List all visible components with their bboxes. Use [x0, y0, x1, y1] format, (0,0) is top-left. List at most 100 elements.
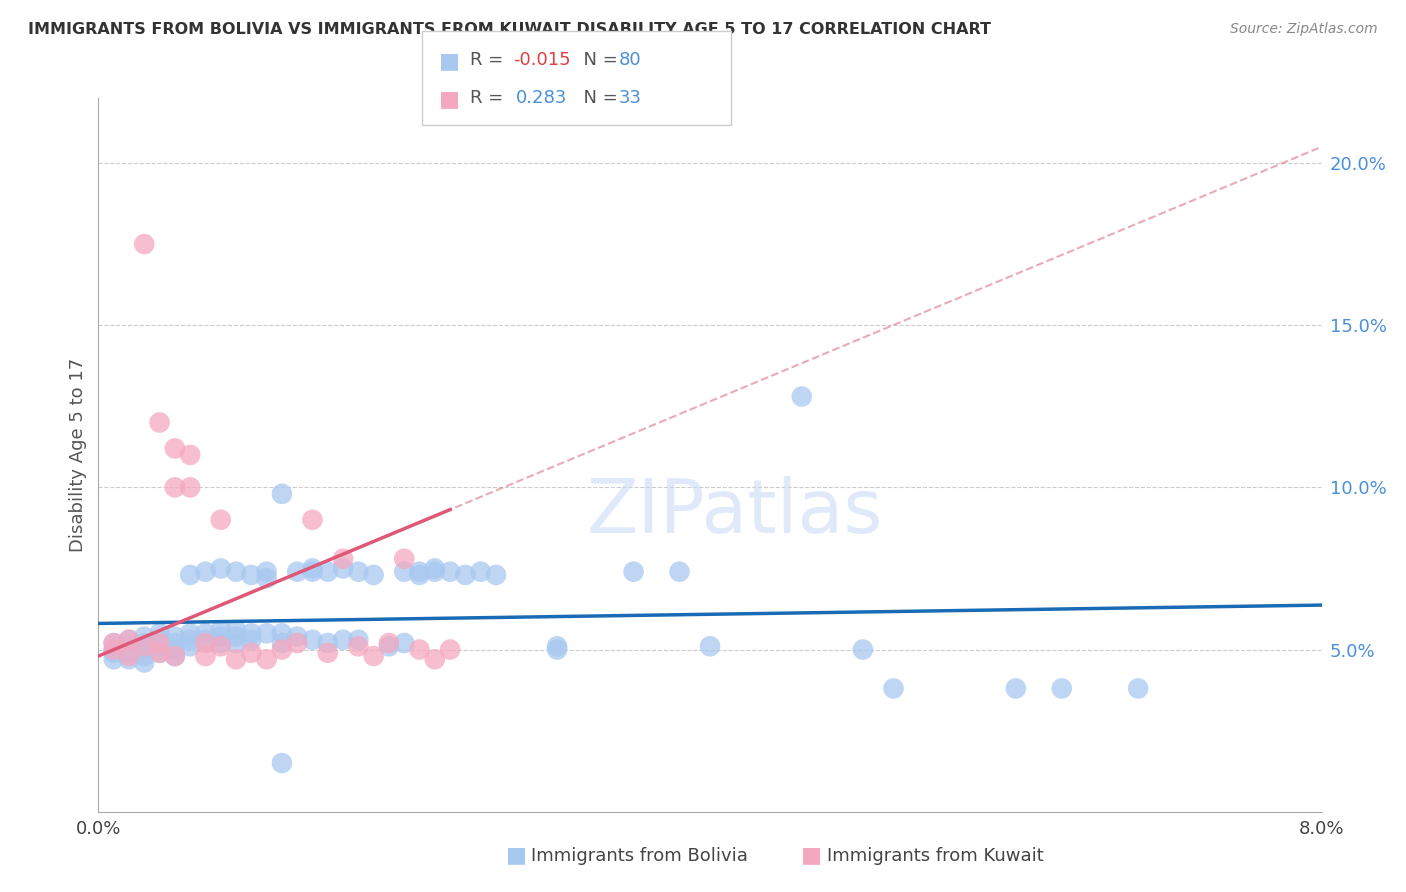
Point	[194, 636, 217, 650]
Point	[316, 636, 339, 650]
Point	[256, 565, 278, 579]
Point	[179, 626, 201, 640]
Point	[103, 646, 125, 660]
Point	[256, 626, 278, 640]
Point	[118, 652, 141, 666]
Point	[209, 513, 232, 527]
Point	[316, 565, 339, 579]
Point	[240, 632, 263, 647]
Text: -0.015: -0.015	[513, 51, 571, 69]
Text: R =: R =	[470, 89, 515, 107]
Point	[408, 642, 430, 657]
Text: ■: ■	[801, 846, 823, 865]
Point	[485, 568, 508, 582]
Point	[270, 487, 294, 501]
Point	[209, 640, 232, 654]
Point	[285, 636, 308, 650]
Point	[301, 513, 323, 527]
Point	[163, 648, 186, 663]
Point	[134, 636, 156, 650]
Point	[209, 636, 232, 650]
Point	[256, 571, 278, 585]
Point	[623, 565, 645, 579]
Text: N =: N =	[572, 89, 624, 107]
Point	[392, 565, 416, 579]
Point	[1128, 681, 1150, 696]
Point	[378, 640, 401, 654]
Point	[1050, 681, 1073, 696]
Point	[439, 642, 461, 657]
Point	[347, 565, 370, 579]
Point	[194, 648, 217, 663]
Point	[179, 480, 201, 494]
Point	[546, 642, 568, 657]
Point	[668, 565, 690, 579]
Point	[134, 656, 156, 670]
Point	[134, 237, 156, 252]
Point	[149, 416, 172, 430]
Text: ■: ■	[506, 846, 527, 865]
Point	[408, 568, 430, 582]
Point	[240, 568, 263, 582]
Point	[256, 652, 278, 666]
Text: Source: ZipAtlas.com: Source: ZipAtlas.com	[1230, 22, 1378, 37]
Text: 0.283: 0.283	[516, 89, 568, 107]
Point	[546, 640, 568, 654]
Point	[392, 551, 416, 566]
Point	[392, 636, 416, 650]
Point	[225, 636, 247, 650]
Point	[270, 626, 294, 640]
Point	[852, 642, 875, 657]
Text: Immigrants from Kuwait: Immigrants from Kuwait	[827, 847, 1043, 865]
Point	[103, 642, 125, 657]
Point	[163, 480, 186, 494]
Point	[163, 642, 186, 657]
Point	[301, 565, 323, 579]
Point	[470, 565, 492, 579]
Point	[103, 636, 125, 650]
Point	[790, 390, 813, 404]
Point	[301, 561, 323, 575]
Text: 33: 33	[619, 89, 641, 107]
Point	[225, 565, 247, 579]
Text: ■: ■	[439, 89, 460, 109]
Point	[270, 636, 294, 650]
Point	[118, 646, 141, 660]
Point	[423, 561, 446, 575]
Point	[179, 568, 201, 582]
Point	[209, 561, 232, 575]
Point	[285, 565, 308, 579]
Point	[408, 565, 430, 579]
Point	[225, 652, 247, 666]
Point	[149, 646, 172, 660]
Point	[378, 636, 401, 650]
Point	[347, 640, 370, 654]
Point	[194, 632, 217, 647]
Point	[194, 565, 217, 579]
Point	[285, 630, 308, 644]
Point	[103, 636, 125, 650]
Point	[149, 646, 172, 660]
Point	[134, 630, 156, 644]
Point	[209, 630, 232, 644]
Text: Immigrants from Bolivia: Immigrants from Bolivia	[531, 847, 748, 865]
Point	[118, 648, 141, 663]
Point	[149, 632, 172, 647]
Point	[883, 681, 905, 696]
Point	[103, 652, 125, 666]
Point	[149, 626, 172, 640]
Point	[363, 648, 385, 663]
Text: R =: R =	[470, 51, 509, 69]
Point	[1004, 681, 1026, 696]
Point	[149, 640, 172, 654]
Point	[332, 632, 354, 647]
Point	[118, 640, 141, 654]
Point	[423, 652, 446, 666]
Point	[332, 561, 354, 575]
Point	[225, 623, 247, 637]
Point	[439, 565, 461, 579]
Point	[134, 642, 156, 657]
Point	[332, 551, 354, 566]
Point	[179, 632, 201, 647]
Point	[423, 565, 446, 579]
